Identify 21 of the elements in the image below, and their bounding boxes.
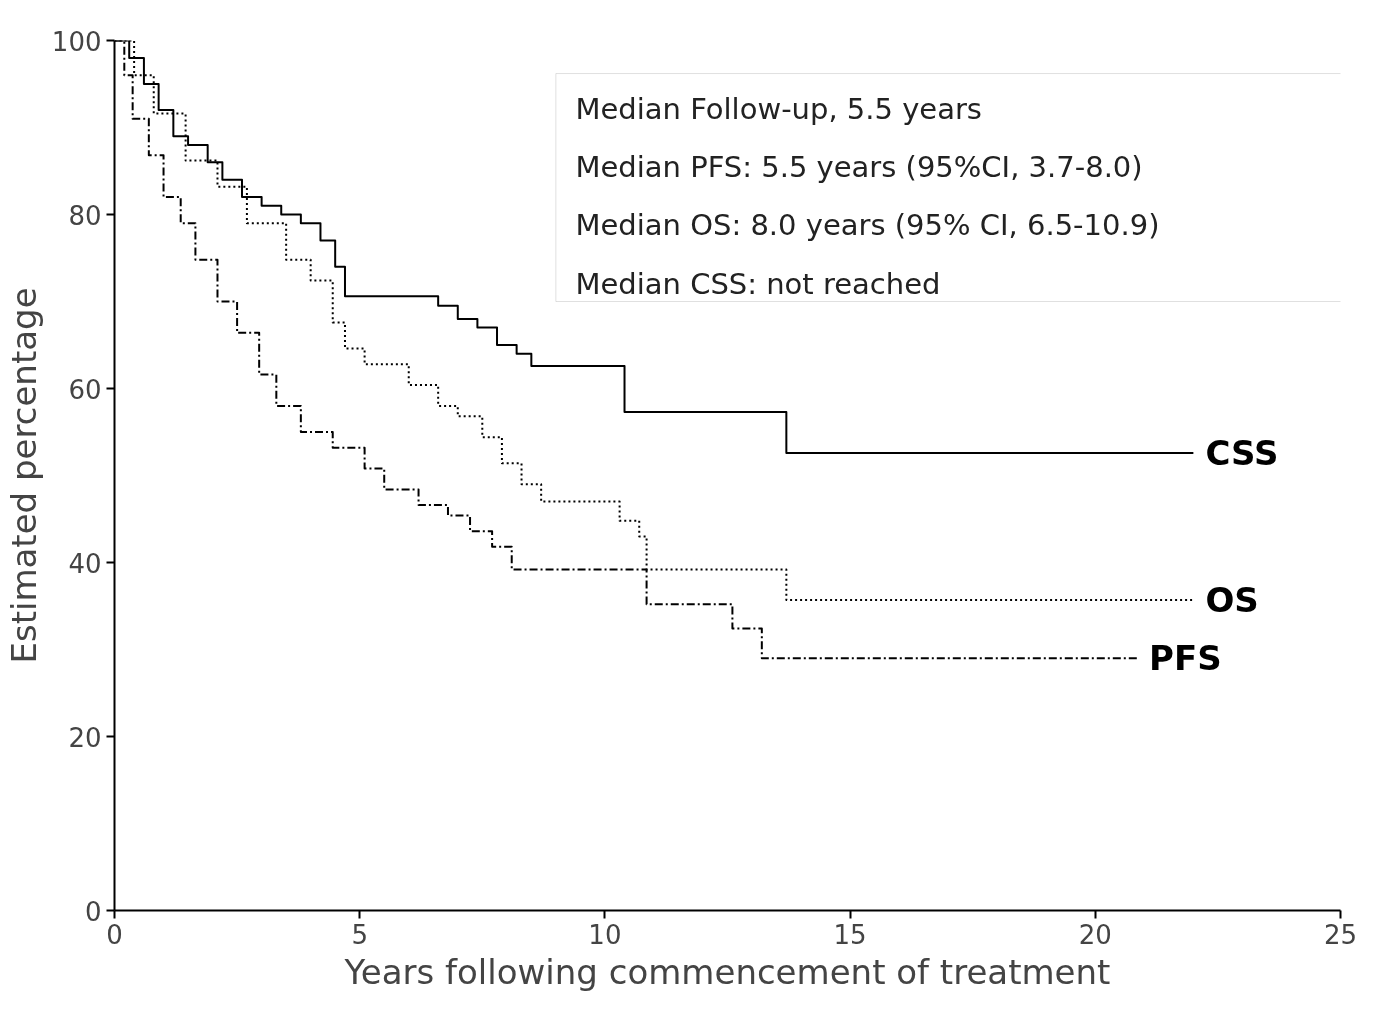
y-tick-label: 20	[68, 722, 102, 753]
x-tick-label: 0	[106, 919, 123, 950]
x-tick-label: 10	[588, 919, 622, 950]
x-tick-label: 5	[351, 919, 368, 950]
y-tick-label: 0	[84, 896, 102, 927]
y-tick-label: 80	[68, 200, 102, 231]
series-label: PFS	[1148, 638, 1222, 679]
annotation: Median OS: 8.0 years (95% CI, 6.5-10.9)	[575, 208, 1160, 243]
x-axis-title: Years following commencement of treatment	[343, 951, 1111, 992]
x-tick-label: 15	[833, 919, 867, 950]
annotation: Median PFS: 5.5 years (95%CI, 3.7-8.0)	[575, 150, 1143, 185]
y-axis-title: Estimated percentage	[3, 287, 44, 664]
annotation: Median Follow-up, 5.5 years	[575, 91, 982, 126]
x-tick-label: 25	[1323, 919, 1358, 950]
y-tick-label: 60	[68, 374, 102, 405]
x-tick-label: 20	[1078, 919, 1112, 950]
series-label: OS	[1205, 579, 1259, 620]
series-label: CSS	[1205, 432, 1279, 473]
annotation: Median CSS: not reached	[575, 266, 941, 301]
y-tick-label: 100	[51, 26, 102, 57]
y-tick-label: 40	[68, 548, 102, 579]
